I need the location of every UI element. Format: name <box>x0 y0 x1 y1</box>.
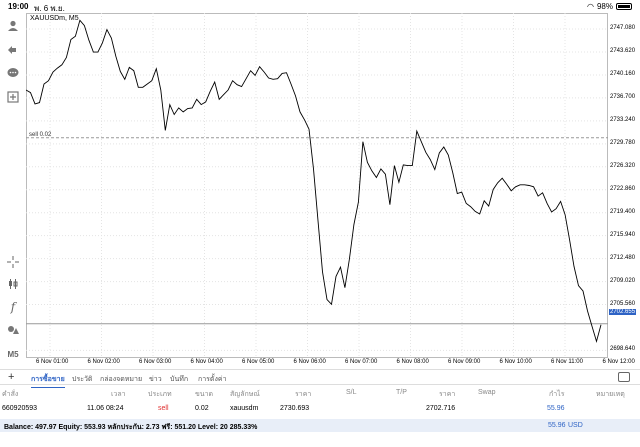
current-price-badge: 2702.655 <box>609 309 637 315</box>
header-profit: กำไร <box>549 391 565 398</box>
price-tick-label: 2712.480 <box>610 254 636 261</box>
price-chart[interactable]: XAUUSDm, M5 sell 0.02 2747.080 2743.620 27… <box>26 13 640 373</box>
header-time: เวลา <box>111 391 126 398</box>
left-toolbar: f M5 <box>0 13 26 365</box>
cell-type: sell <box>158 405 169 412</box>
header-tp: T/P <box>396 389 407 396</box>
indicator-icon[interactable]: f <box>10 300 16 314</box>
header-volume: ขนาด <box>195 391 214 398</box>
time-tick-label: 6 Nov 11:00 <box>551 359 583 365</box>
timeframe-button[interactable]: M5 <box>7 349 19 359</box>
time-tick-label: 6 Nov 06:00 <box>293 359 326 365</box>
time-tick-label: 6 Nov 03:00 <box>139 359 172 365</box>
header-price: ราคา <box>295 391 312 398</box>
battery-icon <box>616 3 632 10</box>
time-tick-label: 6 Nov 04:00 <box>190 359 223 365</box>
price-tick-label: 2740.160 <box>610 70 636 77</box>
chart-frame <box>26 13 608 358</box>
price-tick-label: 2729.780 <box>610 139 636 146</box>
cell-time: 11.06 08:24 <box>87 405 124 412</box>
sell-line-label: sell 0.02 <box>29 132 52 138</box>
time-tick-label: 6 Nov 12:00 <box>602 359 635 365</box>
price-tick-label: 2726.320 <box>610 162 636 169</box>
clock: 19:00 <box>8 2 29 11</box>
price-tick-label: 2709.020 <box>610 277 636 284</box>
cell-symbol: xauusdm <box>230 405 259 412</box>
currency-label: USD <box>568 422 583 429</box>
chart-svg <box>26 13 608 358</box>
header-sl: S/L <box>346 389 357 396</box>
time-tick-label: 6 Nov 10:00 <box>499 359 532 365</box>
crosshair-icon[interactable] <box>4 253 22 271</box>
terminal-tab-bar: + การซื้อขาย ประวัติ กล่องจดหมาย ข่าว บั… <box>0 369 640 388</box>
cell-order: 660920593 <box>2 405 38 412</box>
tab-trade[interactable]: การซื้อขาย <box>31 374 65 388</box>
cell-price: 2730.693 <box>280 405 310 412</box>
trade-icon[interactable] <box>4 41 22 59</box>
add-icon[interactable]: + <box>8 371 15 383</box>
chat-icon[interactable] <box>4 64 22 82</box>
tab-journal[interactable]: บันทึก <box>170 376 189 383</box>
tab-history[interactable]: ประวัติ <box>72 376 93 383</box>
new-order-icon[interactable] <box>4 88 22 106</box>
wifi-icon: ◠ <box>587 2 594 11</box>
time-tick-label: 6 Nov 02:00 <box>87 359 120 365</box>
price-tick-label: 2719.400 <box>610 208 636 215</box>
candlestick-icon[interactable] <box>4 275 22 293</box>
price-tick-label: 2715.940 <box>610 231 636 238</box>
balance-summary: Balance: 497.97 Equity: 553.93 หลักประกั… <box>4 424 258 431</box>
price-tick-label: 2736.700 <box>610 93 636 100</box>
status-date: พ. 6 พ.ย. <box>34 4 65 13</box>
price-tick-label: 2705.560 <box>610 300 636 307</box>
time-tick-label: 6 Nov 01:00 <box>36 359 69 365</box>
header-current-price: ราคา <box>439 391 456 398</box>
price-tick-label: 2743.620 <box>610 48 636 54</box>
user-icon[interactable] <box>4 17 22 35</box>
time-tick-label: 6 Nov 07:00 <box>345 359 378 365</box>
header-comment: หมายเหตุ <box>596 391 625 398</box>
expand-panel-icon[interactable] <box>618 372 630 382</box>
price-tick-label: 2747.080 <box>610 25 636 32</box>
header-swap: Swap <box>478 389 496 396</box>
price-series-line <box>26 19 602 344</box>
tab-news[interactable]: ข่าว <box>149 376 162 383</box>
status-bar: 19:00 พ. 6 พ.ย. ◠ 98% <box>0 0 640 13</box>
total-profit: 55.96 <box>548 422 566 429</box>
header-symbol: สัญลักษณ์ <box>230 391 260 398</box>
balance-bar: Balance: 497.97 Equity: 553.93 หลักประกั… <box>0 419 640 432</box>
header-order: คำสั่ง <box>2 391 19 398</box>
time-tick-label: 6 Nov 09:00 <box>448 359 481 365</box>
battery-percent: 98% <box>596 2 613 11</box>
price-tick-label: 2698.640 <box>610 346 636 353</box>
price-tick-label: 2733.240 <box>610 116 636 123</box>
cell-profit: 55.96 <box>547 405 565 412</box>
header-type: ประเภท <box>148 391 172 398</box>
tab-mailbox[interactable]: กล่องจดหมาย <box>100 376 143 383</box>
cell-current-price: 2702.716 <box>426 405 456 412</box>
price-tick-label: 2722.860 <box>610 185 636 192</box>
status-right: ◠ 98% <box>587 2 632 11</box>
cell-volume: 0.02 <box>195 405 209 412</box>
objects-icon[interactable] <box>4 321 22 339</box>
chart-symbol-label: XAUUSDm, M5 <box>30 15 79 22</box>
time-tick-label: 6 Nov 05:00 <box>242 359 275 365</box>
time-tick-label: 6 Nov 08:00 <box>396 359 429 365</box>
tab-settings[interactable]: การตั้งค่า <box>198 376 227 383</box>
